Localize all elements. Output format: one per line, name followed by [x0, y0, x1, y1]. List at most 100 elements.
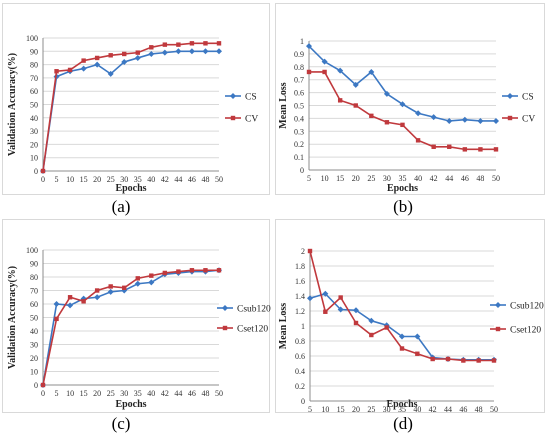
data-point-Csub120: [148, 279, 155, 286]
y-axis-title: Mean Loss: [278, 82, 289, 129]
y-tick-label: 0.4: [294, 114, 304, 123]
x-tick-label: 40: [147, 175, 155, 184]
data-point-CS: [415, 110, 422, 117]
data-point-Cset120: [216, 268, 222, 273]
data-point-Csub120: [80, 295, 87, 302]
x-tick-label: 0: [41, 389, 45, 398]
legend-label: CS: [245, 93, 257, 103]
legend-label: CV: [522, 115, 535, 125]
x-tick-label: 20: [93, 175, 101, 184]
data-point-CS: [107, 70, 114, 77]
y-tick-label: 0.5: [294, 102, 304, 111]
legend-marker: [495, 326, 501, 332]
data-point-Cset120: [461, 358, 466, 363]
y-tick-label: 0.6: [294, 89, 304, 98]
x-tick-label: 44: [174, 389, 182, 398]
data-point-CS: [306, 43, 312, 50]
y-tick-label: 0.9: [294, 50, 304, 59]
chart-c-svg: 0 10 20 30 40 50 60 70 80 90 100 0 5 10 15 20 25 30 35 40 42…: [7, 246, 271, 410]
x-tick-label: 30: [120, 389, 128, 398]
legend-marker: [222, 305, 228, 311]
data-point-CV: [337, 98, 343, 103]
data-point-Cset120: [445, 356, 451, 362]
y-tick-label: 100: [26, 34, 38, 43]
data-point-CS: [188, 48, 195, 55]
x-tick-label: 5: [55, 389, 59, 398]
data-point-Csub120: [368, 317, 375, 324]
x-tick-label: 42: [430, 174, 438, 183]
legend-marker: [507, 115, 513, 121]
y-tick-label: 80: [30, 61, 38, 70]
x-tick-label: 20: [352, 174, 360, 183]
data-point-Csub120: [399, 333, 405, 340]
x-tick-label: 50: [215, 389, 223, 398]
x-tick-label: 40: [147, 389, 155, 398]
data-point-Cset120: [415, 351, 420, 356]
y-tick-label: 1: [300, 37, 304, 46]
data-point-Csub120: [337, 306, 344, 313]
data-point-CS: [368, 68, 375, 75]
data-point-CS: [202, 48, 209, 55]
legend-marker: [495, 302, 501, 308]
data-point-Cset120: [149, 273, 154, 278]
y-tick-label: 10: [30, 154, 38, 163]
y-tick-label: 70: [30, 287, 38, 296]
data-point-CS: [337, 67, 344, 74]
x-tick-label: 10: [321, 405, 329, 414]
data-point-Csub120: [107, 288, 114, 295]
y-tick-label: 40: [30, 114, 38, 123]
data-point-CS: [446, 117, 453, 124]
x-tick-label: 25: [107, 389, 115, 398]
y-tick-label: 1.4: [295, 292, 305, 301]
data-point-CV: [353, 103, 358, 108]
x-tick-label: 46: [188, 389, 196, 398]
data-point-CS: [121, 58, 128, 65]
x-axis-title: Epochs: [115, 399, 146, 410]
data-point-Cset120: [323, 309, 328, 314]
y-tick-label: 30: [30, 341, 38, 350]
data-point-CS: [148, 50, 155, 57]
x-axis-title: Epochs: [115, 183, 146, 194]
data-point-CS: [80, 65, 87, 72]
x-tick-label: 50: [492, 174, 500, 183]
chart-panel-a: 0 10 20 30 40 50 60 70 80 90 100 0 5 10 15 20 25 30 35 40 42…: [2, 3, 270, 195]
x-tick-label: 40: [413, 405, 421, 414]
data-point-Csub120: [67, 302, 74, 309]
legend-label: Cset120: [237, 325, 268, 335]
data-point-Csub120: [307, 295, 313, 302]
x-tick-label: 15: [80, 175, 88, 184]
data-point-Csub120: [322, 290, 329, 297]
y-tick-label: 1.6: [295, 277, 305, 286]
data-point-CV: [176, 42, 181, 47]
x-tick-label: 50: [490, 405, 498, 414]
data-point-Cset120: [491, 358, 497, 363]
y-axis-title: Mean Loss: [278, 303, 289, 350]
x-tick-label: 35: [398, 405, 406, 414]
x-tick-label: 35: [134, 175, 142, 184]
caption-b: (b): [393, 197, 413, 216]
data-point-Csub120: [94, 294, 101, 301]
data-point-CV: [108, 53, 113, 58]
x-tick-label: 44: [174, 175, 182, 184]
data-point-CS: [321, 58, 328, 65]
data-point-CV: [54, 69, 59, 74]
chart-panel-d: 0 0.2 0.4 0.6 0.8 1 1.2 1.4 1.6 1.8 2 5 10 15 20 25 30 35…: [275, 219, 545, 414]
data-point-CS: [352, 81, 359, 88]
data-point-CV: [122, 51, 127, 57]
data-point-Csub120: [353, 307, 359, 314]
y-tick-label: 0.8: [294, 63, 304, 72]
data-point-Cset120: [94, 288, 100, 293]
data-point-CS: [461, 116, 468, 123]
x-tick-label: 46: [461, 174, 469, 183]
data-point-Cset120: [81, 299, 86, 304]
y-tick-label: 1: [301, 322, 305, 331]
x-tick-label: 20: [93, 389, 101, 398]
data-point-CS: [383, 90, 390, 97]
x-tick-label: 50: [215, 175, 223, 184]
series-line-CV: [42, 42, 219, 172]
x-tick-label: 42: [161, 389, 169, 398]
data-point-CS: [216, 48, 222, 55]
data-point-CV: [40, 168, 46, 174]
data-point-Cset120: [307, 248, 313, 254]
x-tick-label: 48: [201, 175, 209, 184]
